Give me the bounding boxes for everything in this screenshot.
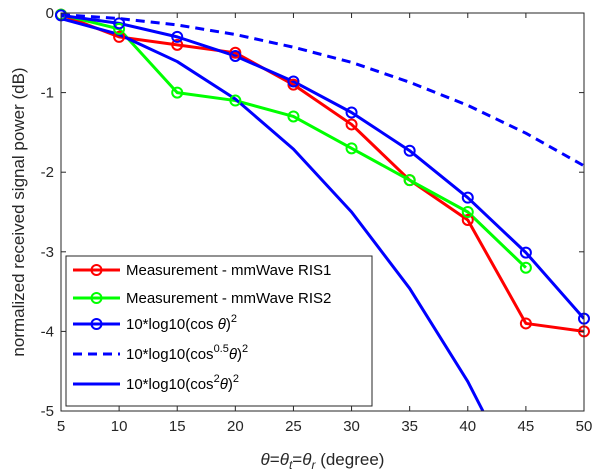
data-point-cos (229, 49, 242, 62)
plot-box (60, 12, 585, 412)
x-tick-label: 5 (57, 418, 65, 435)
series-line-ris2 (61, 13, 527, 269)
data-point-ris2 (403, 174, 416, 187)
x-tick-label: 45 (518, 418, 535, 435)
data-point-ris2 (229, 94, 242, 107)
legend-label-cos: 10*log10(cos θ)2 (126, 313, 237, 333)
legend-entries (73, 264, 120, 386)
tick-layer: 5 10 15 20 25 30 35 40 45 50 0 -1 -2 -3 -4 -5 (41, 5, 593, 435)
data-point-ris2 (113, 22, 126, 35)
legend-swatch-cos-marker (90, 318, 103, 330)
data-point-cos (461, 191, 474, 204)
y-tick-label: -3 (41, 244, 54, 261)
data-point-ris2 (345, 142, 358, 155)
data-point-cos (171, 30, 184, 43)
legend-label-ris2: Measurement - mmWave RIS2 (126, 290, 331, 307)
legend-label-cos2: 10*log10(cos2θ)2 (126, 373, 239, 393)
series-line-ris1 (61, 13, 584, 333)
data-point-ris1 (113, 30, 126, 43)
data-point-ris1 (519, 317, 532, 330)
y-tick-label: -2 (41, 164, 54, 181)
data-point-ris1 (345, 118, 358, 131)
x-tick-label: 40 (459, 418, 476, 435)
data-point-ris1 (461, 213, 474, 226)
series-line-cos05 (61, 13, 584, 168)
legend-swatch-ris2-marker (90, 292, 103, 304)
x-tick-label: 25 (285, 418, 302, 435)
legend: Measurement - mmWave RIS1 Measurement - … (65, 255, 373, 407)
y-axis-label: normalized received signal power (dB) (9, 67, 28, 356)
data-point-cos (113, 17, 126, 30)
data-point-ris2 (519, 261, 532, 274)
y-tick-label: -5 (41, 403, 54, 420)
series-layer (61, 13, 584, 411)
data-point-cos (345, 106, 358, 119)
x-tick-label: 30 (343, 418, 360, 435)
series-line-cos2 (61, 17, 485, 411)
x-tick-label: 20 (227, 418, 244, 435)
y-tick-label: -4 (41, 323, 54, 340)
x-axis-label: θ=θt=θr (degree) (261, 450, 385, 472)
data-point-ris2 (171, 86, 184, 99)
legend-label-cos05: 10*log10(cos0.5θ)2 (126, 343, 248, 363)
x-tick-label: 15 (169, 418, 186, 435)
y-tick-label: 0 (46, 5, 54, 22)
legend-swatch-ris1-marker (90, 264, 103, 276)
x-tick-label: 35 (401, 418, 418, 435)
x-tick-label: 50 (576, 418, 593, 435)
data-point-cos (519, 246, 532, 259)
data-point-cos (403, 144, 416, 157)
data-point-ris2 (461, 206, 474, 218)
data-point-ris1 (171, 38, 184, 51)
legend-box (65, 255, 373, 407)
legend-label-ris1: Measurement - mmWave RIS1 (126, 262, 331, 279)
series-line-cos (61, 13, 584, 320)
x-tick-label: 10 (111, 418, 128, 435)
data-point-cos (287, 75, 300, 88)
data-point-ris2 (287, 110, 300, 123)
marker-layer (55, 8, 590, 338)
y-tick-label: -1 (41, 85, 54, 102)
